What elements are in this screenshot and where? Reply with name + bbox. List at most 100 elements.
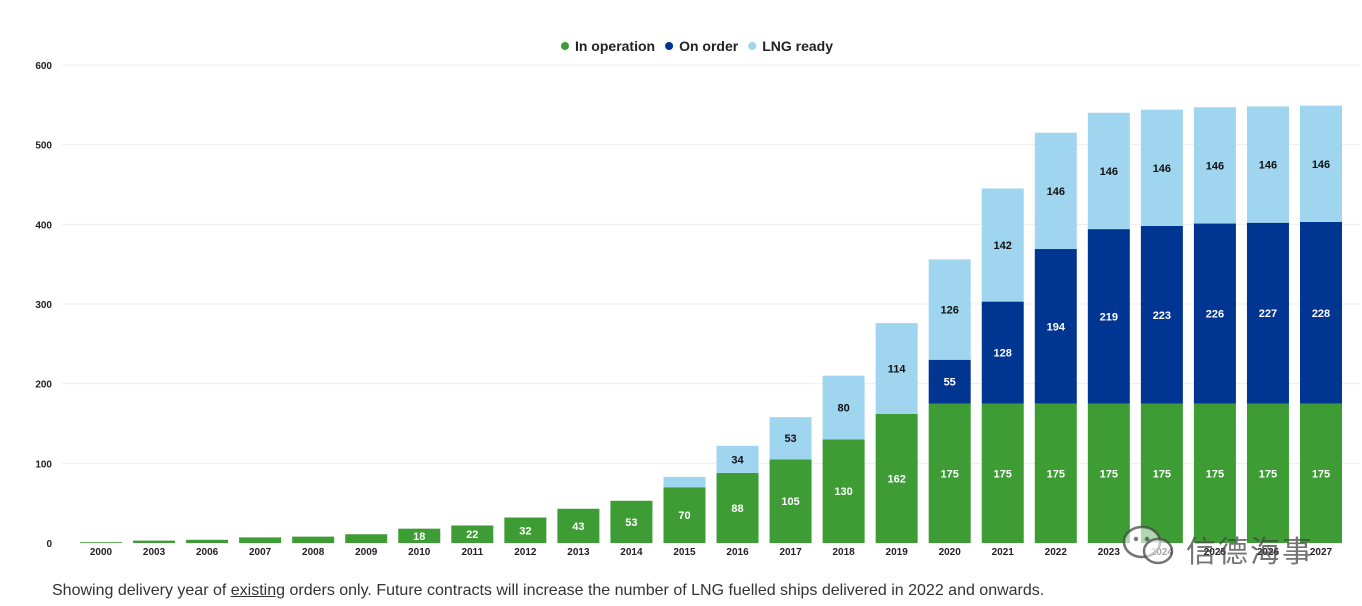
bar-segment-in-operation[interactable] xyxy=(1300,403,1342,543)
wechat-icon xyxy=(1122,525,1174,565)
legend-marker xyxy=(748,42,757,50)
legend-lng-ready[interactable]: LNG ready xyxy=(748,38,833,54)
footnote-before: Showing delivery year of xyxy=(52,582,231,599)
bar-segment-in-operation[interactable] xyxy=(981,403,1024,543)
bar-segment-in-operation[interactable] xyxy=(769,459,812,543)
bar-label-lng-ready: 146 xyxy=(1206,160,1224,172)
legend-label: LNG ready xyxy=(762,38,833,54)
x-tick-label: 2018 xyxy=(832,547,855,558)
bar-label-lng-ready: 146 xyxy=(1259,160,1277,172)
bar-segment-in-operation[interactable] xyxy=(292,536,335,543)
y-tick-label: 400 xyxy=(35,220,52,231)
legend-marker xyxy=(560,42,569,50)
bar-segment-lng-ready[interactable] xyxy=(1087,112,1130,230)
bar-label-in-operation: 175 xyxy=(1047,468,1065,480)
x-tick-label: 2011 xyxy=(461,547,483,558)
bar-label-on-order: 227 xyxy=(1259,308,1277,320)
bar-segment-in-operation[interactable] xyxy=(663,487,706,543)
bar-segment-lng-ready[interactable] xyxy=(875,323,918,414)
bar-segment-in-operation[interactable] xyxy=(186,539,229,543)
bar-label-in-operation: 88 xyxy=(731,503,743,515)
x-tick-label: 2015 xyxy=(673,547,696,558)
bar-segment-in-operation[interactable] xyxy=(398,528,441,543)
x-tick-label: 2027 xyxy=(1310,547,1333,558)
bar-segment-in-operation[interactable] xyxy=(80,542,122,544)
x-tick-label: 2012 xyxy=(514,547,537,558)
bar-label-lng-ready: 146 xyxy=(1047,186,1065,198)
x-tick-label: 2007 xyxy=(249,547,272,558)
x-axis: 2000 2003 2006 2007 2008 2009 2010 2011 2012 2013… xyxy=(90,547,1333,558)
bar-segment-lng-ready[interactable] xyxy=(928,259,971,360)
x-tick-label: 2025 xyxy=(1204,547,1227,558)
bar-segment-in-operation[interactable] xyxy=(1193,403,1236,543)
bar-segment-lng-ready[interactable] xyxy=(663,476,706,488)
bar-segment-in-operation[interactable] xyxy=(504,517,547,543)
bar-label-lng-ready: 146 xyxy=(1312,159,1330,171)
bar-segment-lng-ready[interactable] xyxy=(1300,105,1342,222)
bar-segment-in-operation[interactable] xyxy=(1087,403,1130,543)
bar-segment-on-order[interactable] xyxy=(1140,225,1183,404)
bar-segment-lng-ready[interactable] xyxy=(1246,106,1289,223)
bar-label-lng-ready: 114 xyxy=(888,364,907,376)
x-tick-label: 2009 xyxy=(355,547,378,558)
bar-segment-in-operation[interactable] xyxy=(928,403,971,543)
bar-segment-in-operation[interactable] xyxy=(557,508,600,543)
y-tick-label: 600 xyxy=(35,61,52,72)
y-tick-label: 0 xyxy=(46,539,52,550)
bar-segment-in-operation[interactable] xyxy=(1246,403,1289,543)
bar-segment-on-order[interactable] xyxy=(981,301,1024,404)
y-tick-label: 500 xyxy=(35,141,52,152)
x-tick-label: 2006 xyxy=(196,547,219,558)
x-tick-label: 2010 xyxy=(408,547,431,558)
bar-segment-in-operation[interactable] xyxy=(610,500,653,543)
footnote-existing-link[interactable]: existing xyxy=(230,582,286,599)
bar-segment-in-operation[interactable] xyxy=(239,537,282,543)
bar-segment-on-order[interactable] xyxy=(928,359,971,404)
x-tick-label: 2020 xyxy=(939,547,962,558)
bar-segment-in-operation[interactable] xyxy=(345,534,388,543)
bar-segment-lng-ready[interactable] xyxy=(822,375,865,440)
bar-label-lng-ready: 80 xyxy=(837,403,849,415)
bar-label-lng-ready: 53 xyxy=(784,433,796,445)
bar-label-in-operation: 175 xyxy=(994,468,1012,480)
y-tick-label: 100 xyxy=(35,459,52,470)
bar-segment-lng-ready[interactable] xyxy=(1140,109,1183,226)
bar-segment-in-operation[interactable] xyxy=(133,540,176,543)
bar-label-lng-ready: 34 xyxy=(731,454,744,466)
bar-segment-lng-ready[interactable] xyxy=(769,417,812,460)
footnote: Showing delivery year of existing orders… xyxy=(52,582,1044,600)
bar-segment-in-operation[interactable] xyxy=(716,472,759,543)
bar-segment-on-order[interactable] xyxy=(1193,223,1236,404)
bar-segment-in-operation[interactable] xyxy=(822,439,865,543)
stacked-bar-chart: In operation On order LNG ready 0 100 200 300… xyxy=(35,38,1360,558)
legend-in-operation[interactable]: In operation xyxy=(560,38,655,54)
bar-segment-lng-ready[interactable] xyxy=(716,445,759,473)
bar-segment-on-order[interactable] xyxy=(1087,229,1130,404)
bar-segment-in-operation[interactable] xyxy=(1034,403,1077,543)
bar-label-lng-ready: 126 xyxy=(941,305,959,317)
bar-label-in-operation: 175 xyxy=(1153,468,1171,480)
bar-label-on-order: 223 xyxy=(1153,310,1171,322)
bar-segment-in-operation[interactable] xyxy=(875,413,918,543)
footnote-after: orders only. Future contracts will incre… xyxy=(285,582,1045,599)
bar-label-lng-ready: 142 xyxy=(994,240,1012,252)
bar-segment-on-order[interactable] xyxy=(1300,221,1342,404)
bar-segment-lng-ready[interactable] xyxy=(1193,107,1236,224)
bar-label-on-order: 194 xyxy=(1047,321,1066,333)
bar-segment-on-order[interactable] xyxy=(1034,249,1077,404)
bar-segment-in-operation[interactable] xyxy=(451,525,494,543)
bar-label-in-operation: 175 xyxy=(1312,468,1330,480)
x-tick-label: 2022 xyxy=(1045,547,1068,558)
bar-label-in-operation: 22 xyxy=(466,529,478,541)
bar-segment-on-order[interactable] xyxy=(1246,222,1289,404)
bar-label-lng-ready: 146 xyxy=(1153,163,1171,175)
bar-label-in-operation: 32 xyxy=(519,525,531,537)
watermark-text: 信德海事 xyxy=(1186,535,1314,570)
bar-segment-lng-ready[interactable] xyxy=(1034,132,1077,250)
bar-segment-lng-ready[interactable] xyxy=(981,188,1024,302)
bar-label-on-order: 219 xyxy=(1100,311,1118,323)
legend-on-order[interactable]: On order xyxy=(665,38,739,54)
bar-label-in-operation: 130 xyxy=(834,486,852,498)
bars: 18 22 32 43 53 70 88 34 105 53 130 80 162 114 175 55 126… xyxy=(80,105,1342,544)
bar-segment-in-operation[interactable] xyxy=(1140,403,1183,543)
